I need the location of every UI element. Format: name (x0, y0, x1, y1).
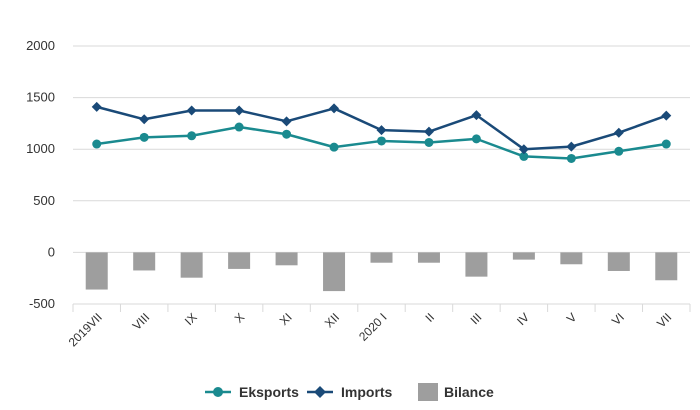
y-tick-label: 1000 (26, 141, 55, 156)
x-tick-label: XI (277, 310, 295, 328)
bilance-bar (560, 252, 583, 265)
bilance-bar (607, 252, 630, 271)
legend-eksports-label: Eksports (239, 384, 299, 400)
legend-imports[interactable]: Imports (307, 384, 393, 400)
imports-point (139, 114, 150, 125)
imports-point (471, 110, 482, 121)
y-tick-label: 2000 (26, 38, 55, 53)
imports-point (234, 105, 245, 116)
bilance-bar (512, 252, 535, 260)
x-tick-label: 2019VII (66, 310, 105, 349)
x-tick-label: IX (182, 310, 200, 328)
eksports-point (377, 136, 386, 146)
bilance-bar (370, 252, 393, 263)
grid (72, 45, 691, 312)
imports-point (329, 103, 340, 114)
bilance-bar (655, 252, 678, 281)
x-tick-label: III (468, 310, 485, 327)
legend-eksports[interactable]: Eksports (205, 384, 299, 400)
y-tick-label: 500 (33, 193, 55, 208)
eksports-point (661, 139, 671, 149)
bilance-bar (465, 252, 488, 277)
imports-point (423, 126, 434, 137)
y-tick-label: 1500 (26, 90, 55, 105)
legend-imports-label: Imports (341, 384, 393, 400)
imports-point (518, 144, 529, 155)
imports-point (376, 125, 387, 136)
legend-bilance-label: Bilance (444, 384, 494, 400)
x-tick-label: V (564, 310, 580, 326)
x-axis-ticks: 2019VII VIII IX X XI XII 2020 I II III IV V VI VII (66, 310, 675, 349)
bilance-bars (85, 252, 678, 292)
bilance-bar (228, 252, 251, 269)
x-tick-label: IV (514, 310, 532, 328)
eksports-point (187, 131, 197, 141)
x-tick-label: II (422, 310, 437, 325)
eksports-point (139, 132, 149, 142)
legend-bilance[interactable]: Bilance (418, 383, 494, 401)
y-tick-label: -500 (29, 296, 55, 311)
lines (91, 101, 672, 163)
bilance-bar (85, 252, 108, 290)
imports-point (661, 110, 672, 121)
x-tick-label: X (232, 310, 248, 326)
y-axis-ticks: 2000 1500 1000 500 0 -500 (26, 38, 55, 311)
eksports-point (519, 151, 529, 161)
bilance-bar (180, 252, 203, 278)
eksports-point (234, 122, 244, 132)
x-tick-label: VI (609, 310, 627, 328)
eksports-point (566, 153, 576, 163)
x-tick-label: VIII (130, 310, 153, 333)
eksports-point (92, 139, 102, 149)
imports-point (613, 127, 624, 138)
x-tick-label: XII (322, 310, 342, 330)
bilance-bar (323, 252, 346, 292)
eksports-point (282, 129, 292, 139)
y-tick-label: 0 (48, 244, 55, 259)
eksports-point (614, 146, 624, 156)
eksports-point (329, 142, 339, 152)
bilance-bar (133, 252, 156, 271)
legend: Eksports Imports Bilance (205, 383, 494, 401)
imports-point (281, 116, 292, 127)
x-tick-label: VII (654, 310, 674, 330)
imports-point (186, 105, 197, 116)
x-tick-label: 2020 I (356, 310, 389, 343)
eksports-point (471, 134, 481, 144)
eksports-point (424, 137, 434, 147)
bilance-bar (417, 252, 440, 263)
imports-point (91, 101, 102, 112)
imports-point (566, 141, 577, 152)
bilance-bar (275, 252, 298, 266)
